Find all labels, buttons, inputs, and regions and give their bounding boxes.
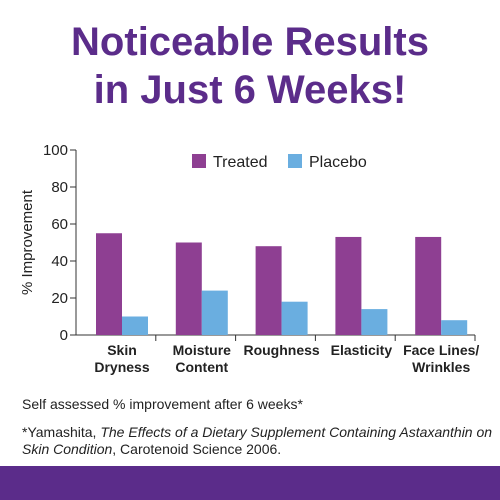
bar-placebo: [201, 290, 228, 335]
x-tick-label: Roughness: [243, 342, 319, 358]
headline-line-2: in Just 6 Weeks!: [93, 68, 407, 112]
bar-placebo: [441, 320, 468, 335]
bar-placebo: [361, 309, 388, 335]
assessment-note: Self assessed % improvement after 6 week…: [22, 396, 303, 412]
x-tick-label: Wrinkles: [412, 359, 470, 375]
y-tick-label: 0: [60, 327, 68, 344]
y-tick-label: 80: [51, 179, 68, 196]
bar-placebo: [281, 301, 308, 335]
bar-treated: [415, 236, 442, 335]
bar-treated: [335, 236, 362, 335]
x-tick-label: Dryness: [94, 359, 149, 375]
headline: Noticeable Results in Just 6 Weeks!: [0, 18, 500, 114]
y-axis-label: % Improvement: [19, 189, 36, 295]
x-tick-label: Content: [175, 359, 228, 375]
x-tick-label: Moisture: [173, 342, 232, 358]
x-tick-label: Skin: [107, 342, 137, 358]
y-tick-label: 60: [51, 216, 68, 233]
citation-suffix: , Carotenoid Science 2006.: [112, 441, 282, 457]
legend-label-placebo: Placebo: [309, 154, 367, 171]
x-tick-label: Elasticity: [331, 342, 393, 358]
bar-treated: [175, 242, 202, 335]
legend-label-treated: Treated: [213, 154, 268, 171]
bottom-band: [0, 466, 500, 500]
citation-note: *Yamashita, The Effects of a Dietary Sup…: [22, 424, 500, 458]
x-tick-label: Face Lines/: [403, 342, 479, 358]
y-tick-label: 100: [43, 142, 68, 159]
legend-swatch-placebo: [288, 154, 302, 168]
citation-title: The Effects of a Dietary Supplement Cont…: [22, 424, 493, 457]
bar-treated: [96, 233, 122, 335]
y-tick-label: 20: [51, 290, 68, 307]
citation-prefix: *Yamashita,: [22, 424, 101, 440]
bar-placebo: [122, 316, 148, 335]
headline-line-1: Noticeable Results: [71, 20, 429, 64]
legend-swatch-treated: [192, 154, 206, 168]
y-tick-label: 40: [51, 253, 68, 270]
bar-treated: [255, 246, 282, 335]
